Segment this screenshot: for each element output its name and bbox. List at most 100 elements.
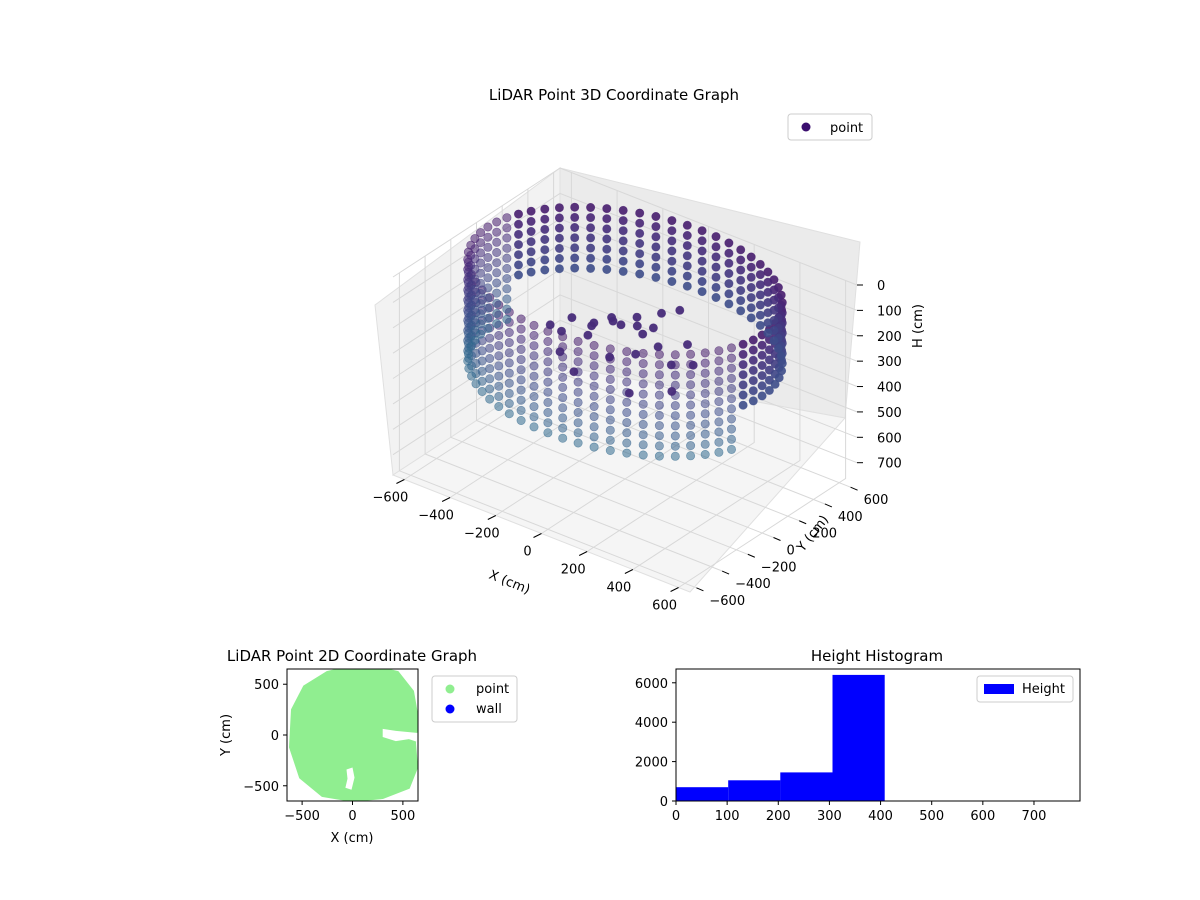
point-wall (529, 320, 539, 330)
point-wall (504, 378, 514, 388)
point-wall (618, 226, 628, 236)
point-wall (618, 216, 628, 226)
point-wall (736, 285, 746, 295)
histogram-bar (780, 772, 833, 801)
point-wall (513, 229, 523, 239)
point-wall (711, 262, 721, 272)
point-wall (543, 428, 553, 438)
point-wall (558, 403, 568, 413)
point-wall (726, 383, 736, 393)
tick-label-y: 0 (787, 544, 795, 559)
histogram-bar (832, 674, 885, 801)
point-wall (654, 441, 664, 451)
tick-label-y: −500 (243, 780, 279, 795)
tick-label-z: 600 (877, 431, 902, 446)
point-wall (492, 308, 502, 318)
point-wall (476, 319, 486, 329)
point-wall (654, 390, 664, 400)
point-clutter (648, 323, 658, 333)
point-wall (686, 390, 696, 400)
point-wall (573, 336, 583, 346)
point-wall (724, 238, 734, 248)
chart-2d-title: LiDAR Point 2D Coordinate Graph (227, 647, 477, 665)
point-wall (654, 451, 664, 461)
tick-label-x: 300 (817, 809, 842, 824)
point-wall (516, 385, 526, 395)
point-wall (770, 379, 780, 389)
point-wall (726, 414, 736, 424)
point-wall (622, 347, 632, 357)
point-wall (755, 280, 765, 290)
point-wall (736, 296, 746, 306)
point-wall (602, 264, 612, 274)
point-wall (464, 363, 474, 373)
tick-label-x: −400 (418, 509, 454, 524)
point-wall (476, 309, 486, 319)
point-wall (738, 339, 748, 349)
gridline-y (424, 256, 723, 572)
point-wall (638, 450, 648, 460)
point-wall (635, 228, 645, 238)
tick-label-x: −200 (464, 527, 500, 542)
point-wall (738, 380, 748, 390)
point-wall (618, 266, 628, 276)
tick-label-y: −400 (735, 577, 771, 592)
tick-x (624, 569, 634, 574)
point-wall (667, 226, 677, 236)
point-wall (589, 340, 599, 350)
tick-label-z: 100 (877, 304, 902, 319)
point-wall (526, 237, 536, 247)
point-wall (516, 415, 526, 425)
legend-box (976, 675, 1074, 703)
point-wall (602, 254, 612, 264)
point-wall (755, 310, 765, 320)
point-wall (586, 233, 596, 243)
point-wall (682, 231, 692, 241)
gridline-y (450, 239, 748, 555)
point-wall (494, 330, 504, 340)
point-wall (697, 256, 707, 266)
point-wall (558, 423, 568, 433)
chart-3d: LiDAR Point 3D Coordinate Graph −600 −400… (373, 86, 926, 614)
point-wall (714, 386, 724, 396)
legend-label-height: Height (1022, 682, 1065, 697)
tick-x (578, 551, 588, 556)
chart-3d-legend: point (787, 113, 873, 141)
point-wall (589, 351, 599, 361)
point-wall (540, 235, 550, 245)
legend-marker-wall (445, 704, 455, 714)
point-wall (485, 343, 495, 353)
point-wall (635, 249, 645, 259)
point-wall (492, 248, 502, 258)
gridline-z (392, 319, 858, 438)
gridline-z (392, 294, 858, 413)
tick-label-x: 700 (1022, 809, 1047, 824)
point-wall (622, 367, 632, 377)
point-wall (738, 370, 748, 380)
point-wall (529, 381, 539, 391)
point-clutter (556, 326, 566, 336)
point-wall (670, 401, 680, 411)
tick-label-z: 300 (877, 355, 902, 370)
point-wall (638, 430, 648, 440)
point-wall (700, 439, 710, 449)
point-wall (651, 272, 661, 282)
point-wall (746, 293, 756, 303)
point-wall (543, 377, 553, 387)
point-wall (526, 227, 536, 237)
point-wall (700, 409, 710, 419)
point-wall (605, 374, 615, 384)
point-wall (485, 384, 495, 394)
point-wall (651, 252, 661, 262)
point-wall (638, 348, 648, 358)
point-wall (654, 349, 664, 359)
point-wall (502, 243, 512, 253)
point-wall (651, 222, 661, 232)
point-wall (570, 253, 580, 263)
point-wall (605, 445, 615, 455)
point-wall (697, 246, 707, 256)
chart-2d: LiDAR Point 2D Coordinate Graph −500−500… (219, 647, 518, 846)
point-wall (714, 447, 724, 457)
point-wall (502, 213, 512, 223)
point-wall (504, 348, 514, 358)
